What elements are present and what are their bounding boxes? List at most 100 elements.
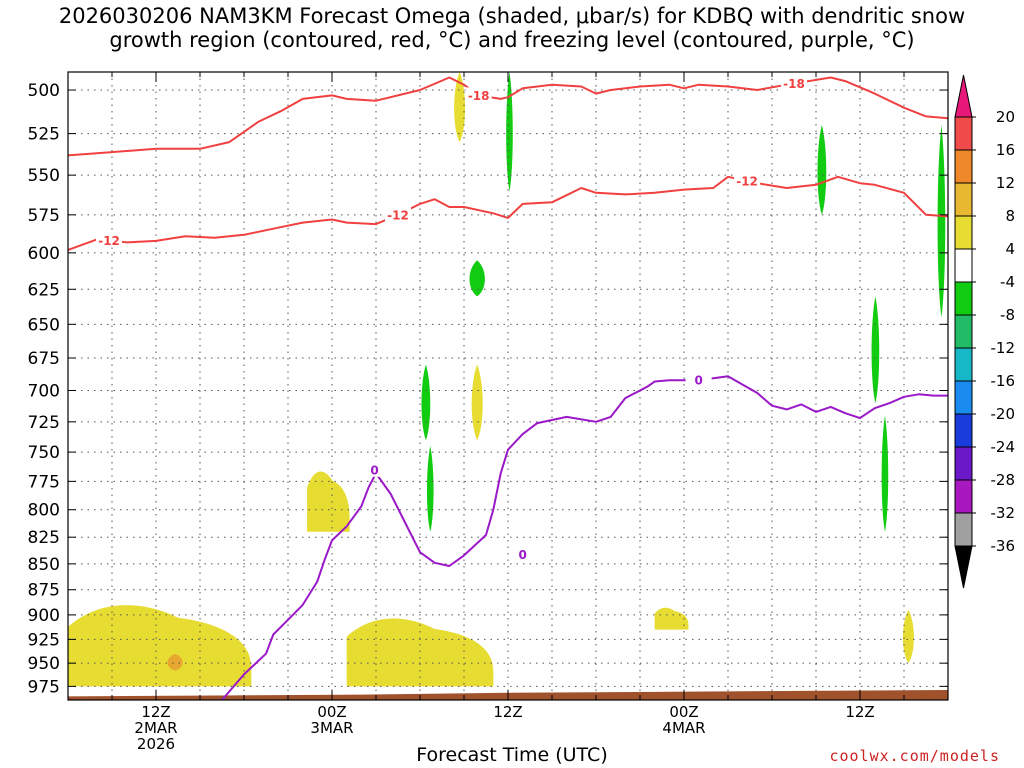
colorbar-label-6: -8 [1000,306,1015,324]
colorbar-label-5: -4 [1000,273,1015,291]
colorbar-label-0: 20 [996,108,1015,126]
colorbar-label-7: -12 [991,339,1016,357]
colorbar: 20 16 12 8 4 -4 -8 -12 -16 -20 -24 -28 -32 -36 [954,74,1016,589]
colorbar-label-1: 16 [996,141,1015,159]
contour-label-7: 0 [694,374,702,388]
colorbar-label-2: 12 [996,174,1015,192]
ytick-label-575: 575 [28,206,60,226]
colorbar-segment-11 [954,446,973,481]
ytick-label-675: 675 [28,349,60,369]
omega-area-downward-13 [454,72,466,143]
ytick-label-725: 725 [28,413,60,433]
contour-1 [67,175,949,251]
contour-label-5: 0 [370,463,378,477]
colorbar-label-12: -32 [991,504,1016,522]
ytick-label-925: 925 [28,630,60,650]
ytick-label-550: 550 [28,166,60,186]
ytick-label-625: 625 [28,280,60,300]
contour-label-bg-5 [361,461,388,477]
x-axis-title: Forecast Time (UTC) [416,744,608,766]
chart-title-line2: growth region (contoured, red, °C) and f… [109,28,915,52]
omega-area-downward-10 [346,618,494,687]
chart-title-line1: 2026030206 NAM3KM Forecast Omega (shaded… [58,4,966,28]
xtick-label-30-0: 12Z [493,703,522,721]
xtick-label-6-2: 2026 [137,735,175,753]
contour-label-0: -18 [468,89,490,103]
omega-area-upward-4 [426,446,434,532]
contour-2 [221,375,948,701]
contour-label-bg-6 [509,546,536,562]
xtick-label-42-0: 00Z [669,703,698,721]
xtick-label-6-0: 12Z [141,703,170,721]
ytick-label-600: 600 [28,244,60,264]
colorbar-label-11: -28 [991,471,1016,489]
colorbar-label-3: 8 [1005,207,1015,225]
credit-text: coolwx.com/models [829,747,1000,765]
omega-area-downward-12 [471,364,483,441]
colorbar-label-13: -36 [991,537,1016,555]
omega-area-upward-5 [871,296,880,404]
ytick-label-825: 825 [28,528,60,548]
omega-area-upward-3 [421,364,431,441]
omega-area-upward-2 [817,125,827,215]
omega-area-downward-15 [902,609,914,664]
omega-area-downward-11 [307,471,350,532]
colorbar-segment-8 [954,347,973,382]
omega-area-upward-6 [881,415,889,532]
contour-label-6: 0 [518,548,526,562]
xtick-label-18-0: 00Z [317,703,346,721]
colorbar-label-10: -24 [991,438,1016,456]
colorbar-segment-10 [954,413,973,448]
omega-area-upward-1 [506,72,513,192]
ytick-label-950: 950 [28,654,60,674]
colorbar-segment-7 [954,314,973,349]
omega-area-downward-8 [68,605,252,687]
colorbar-top-arrow [954,74,973,118]
colorbar-segment-3 [954,182,973,217]
contour-label-layer: -18 -18 -12 -12 -12 0 0 0 [96,75,807,562]
contour-label-3: -12 [387,208,409,222]
ytick-label-750: 750 [28,443,60,463]
colorbar-label-8: -16 [991,372,1016,390]
chart-title: 2026030206 NAM3KM Forecast Omega (shaded… [0,4,1024,52]
colorbar-segment-2 [954,149,973,184]
ytick-label-650: 650 [28,315,60,335]
omega-area-downward-14 [654,607,689,630]
colorbar-segment-5 [954,248,973,283]
xtick-label-42-1: 4MAR [662,719,705,737]
colorbar-segment-4 [954,215,973,250]
contour-label-bg-3 [385,206,411,222]
contour-label-4: -12 [736,174,758,188]
contour-label-bg-0 [465,87,492,103]
omega-shading-layer [68,72,946,687]
contour-label-bg-4 [734,172,761,188]
ytick-label-800: 800 [28,501,60,521]
colorbar-segment-1 [954,116,973,151]
omega-area-downward-9 [167,653,183,671]
colorbar-segment-9 [954,380,973,415]
colorbar-label-4: 4 [1005,240,1015,258]
ytick-label-775: 775 [28,472,60,492]
xtick-label-18-1: 3MAR [310,719,353,737]
contour-label-bg-2 [96,232,123,248]
contour-label-bg-1 [781,75,807,91]
xtick-label-54-0: 12Z [845,703,874,721]
ytick-label-850: 850 [28,555,60,575]
omega-area-upward-7 [937,125,946,318]
xtick-label-6-1: 2MAR [134,719,177,737]
omega-area-upward-0 [469,260,485,297]
colorbar-segment-12 [954,479,973,514]
colorbar-bottom-arrow [954,545,973,589]
ytick-label-500: 500 [28,81,60,101]
contour-label-1: -18 [783,77,805,91]
colorbar-segment-6 [954,281,973,316]
colorbar-label-9: -20 [991,405,1016,423]
contour-label-2: -12 [98,234,120,248]
colorbar-segment-13 [954,512,973,547]
ytick-label-700: 700 [28,381,60,401]
ytick-label-975: 975 [28,677,60,697]
ytick-label-875: 875 [28,581,60,601]
contour-label-bg-7 [685,372,712,388]
